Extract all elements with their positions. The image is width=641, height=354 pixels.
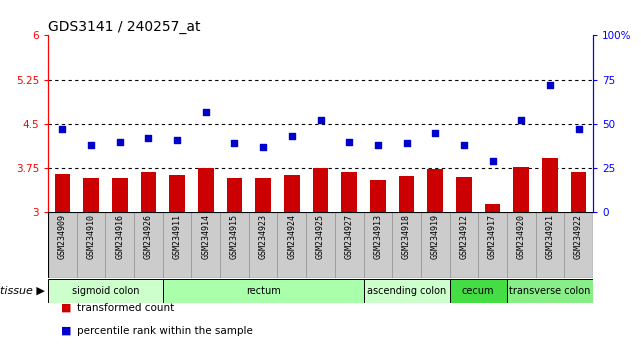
Bar — [542, 158, 558, 212]
Point — [516, 118, 526, 123]
Text: GSM234925: GSM234925 — [316, 215, 325, 259]
Bar — [163, 212, 192, 278]
Bar — [313, 168, 328, 212]
Bar — [77, 212, 105, 278]
Point — [430, 130, 440, 136]
Text: GSM234922: GSM234922 — [574, 215, 583, 259]
Point — [287, 133, 297, 139]
Bar — [449, 212, 478, 278]
Bar — [370, 180, 386, 212]
Bar — [249, 212, 278, 278]
Bar — [134, 212, 163, 278]
Text: percentile rank within the sample: percentile rank within the sample — [77, 326, 253, 336]
Bar — [284, 175, 300, 212]
Bar — [105, 212, 134, 278]
Point — [258, 144, 269, 150]
Point — [344, 139, 354, 144]
Bar — [570, 172, 587, 212]
Bar — [363, 212, 392, 278]
Point — [372, 142, 383, 148]
Point — [545, 82, 555, 88]
Text: GSM234918: GSM234918 — [402, 215, 411, 259]
Point — [459, 142, 469, 148]
Text: GSM234921: GSM234921 — [545, 215, 554, 259]
Text: ■: ■ — [61, 326, 71, 336]
Point — [574, 126, 584, 132]
Text: GSM234911: GSM234911 — [172, 215, 181, 259]
Text: transverse colon: transverse colon — [509, 286, 590, 296]
Text: GSM234926: GSM234926 — [144, 215, 153, 259]
Point — [401, 141, 412, 146]
Bar — [507, 212, 536, 278]
Text: GSM234919: GSM234919 — [431, 215, 440, 259]
Bar — [54, 174, 71, 212]
Text: GSM234927: GSM234927 — [345, 215, 354, 259]
Text: GSM234923: GSM234923 — [259, 215, 268, 259]
Bar — [485, 204, 501, 212]
Text: GSM234920: GSM234920 — [517, 215, 526, 259]
Bar — [478, 212, 507, 278]
Text: GSM234913: GSM234913 — [373, 215, 382, 259]
Bar — [421, 212, 449, 278]
Bar — [399, 176, 415, 212]
Text: tissue ▶: tissue ▶ — [0, 286, 45, 296]
Text: GSM234916: GSM234916 — [115, 215, 124, 259]
Text: GSM234915: GSM234915 — [230, 215, 239, 259]
Text: cecum: cecum — [462, 286, 494, 296]
Bar — [507, 279, 593, 303]
Bar — [169, 175, 185, 212]
Bar — [536, 212, 564, 278]
Bar — [341, 172, 357, 212]
Bar — [192, 212, 220, 278]
Text: transformed count: transformed count — [77, 303, 174, 313]
Text: GSM234914: GSM234914 — [201, 215, 210, 259]
Text: sigmoid colon: sigmoid colon — [72, 286, 139, 296]
Bar — [392, 212, 421, 278]
Bar — [456, 177, 472, 212]
Bar — [255, 178, 271, 212]
Text: GDS3141 / 240257_at: GDS3141 / 240257_at — [48, 21, 201, 34]
Point — [315, 118, 326, 123]
Text: GSM234924: GSM234924 — [287, 215, 296, 259]
Text: rectum: rectum — [246, 286, 281, 296]
Point — [201, 109, 211, 114]
Text: ■: ■ — [61, 303, 71, 313]
Text: ascending colon: ascending colon — [367, 286, 446, 296]
Bar — [449, 279, 507, 303]
Bar — [306, 212, 335, 278]
Point — [57, 126, 67, 132]
Point — [172, 137, 182, 143]
Point — [144, 135, 154, 141]
Text: GSM234910: GSM234910 — [87, 215, 96, 259]
Text: GSM234909: GSM234909 — [58, 215, 67, 259]
Point — [86, 142, 96, 148]
Point — [487, 158, 497, 164]
Bar — [112, 178, 128, 212]
Bar — [48, 212, 77, 278]
Bar — [140, 172, 156, 212]
Text: GSM234917: GSM234917 — [488, 215, 497, 259]
Bar — [428, 169, 443, 212]
Bar — [363, 279, 449, 303]
Bar — [278, 212, 306, 278]
Bar — [163, 279, 363, 303]
Bar — [198, 167, 213, 212]
Text: GSM234912: GSM234912 — [460, 215, 469, 259]
Bar — [335, 212, 363, 278]
Bar — [220, 212, 249, 278]
Bar — [83, 178, 99, 212]
Bar — [564, 212, 593, 278]
Bar — [513, 167, 529, 212]
Bar — [226, 178, 242, 212]
Point — [115, 139, 125, 144]
Bar — [48, 279, 163, 303]
Point — [229, 141, 240, 146]
